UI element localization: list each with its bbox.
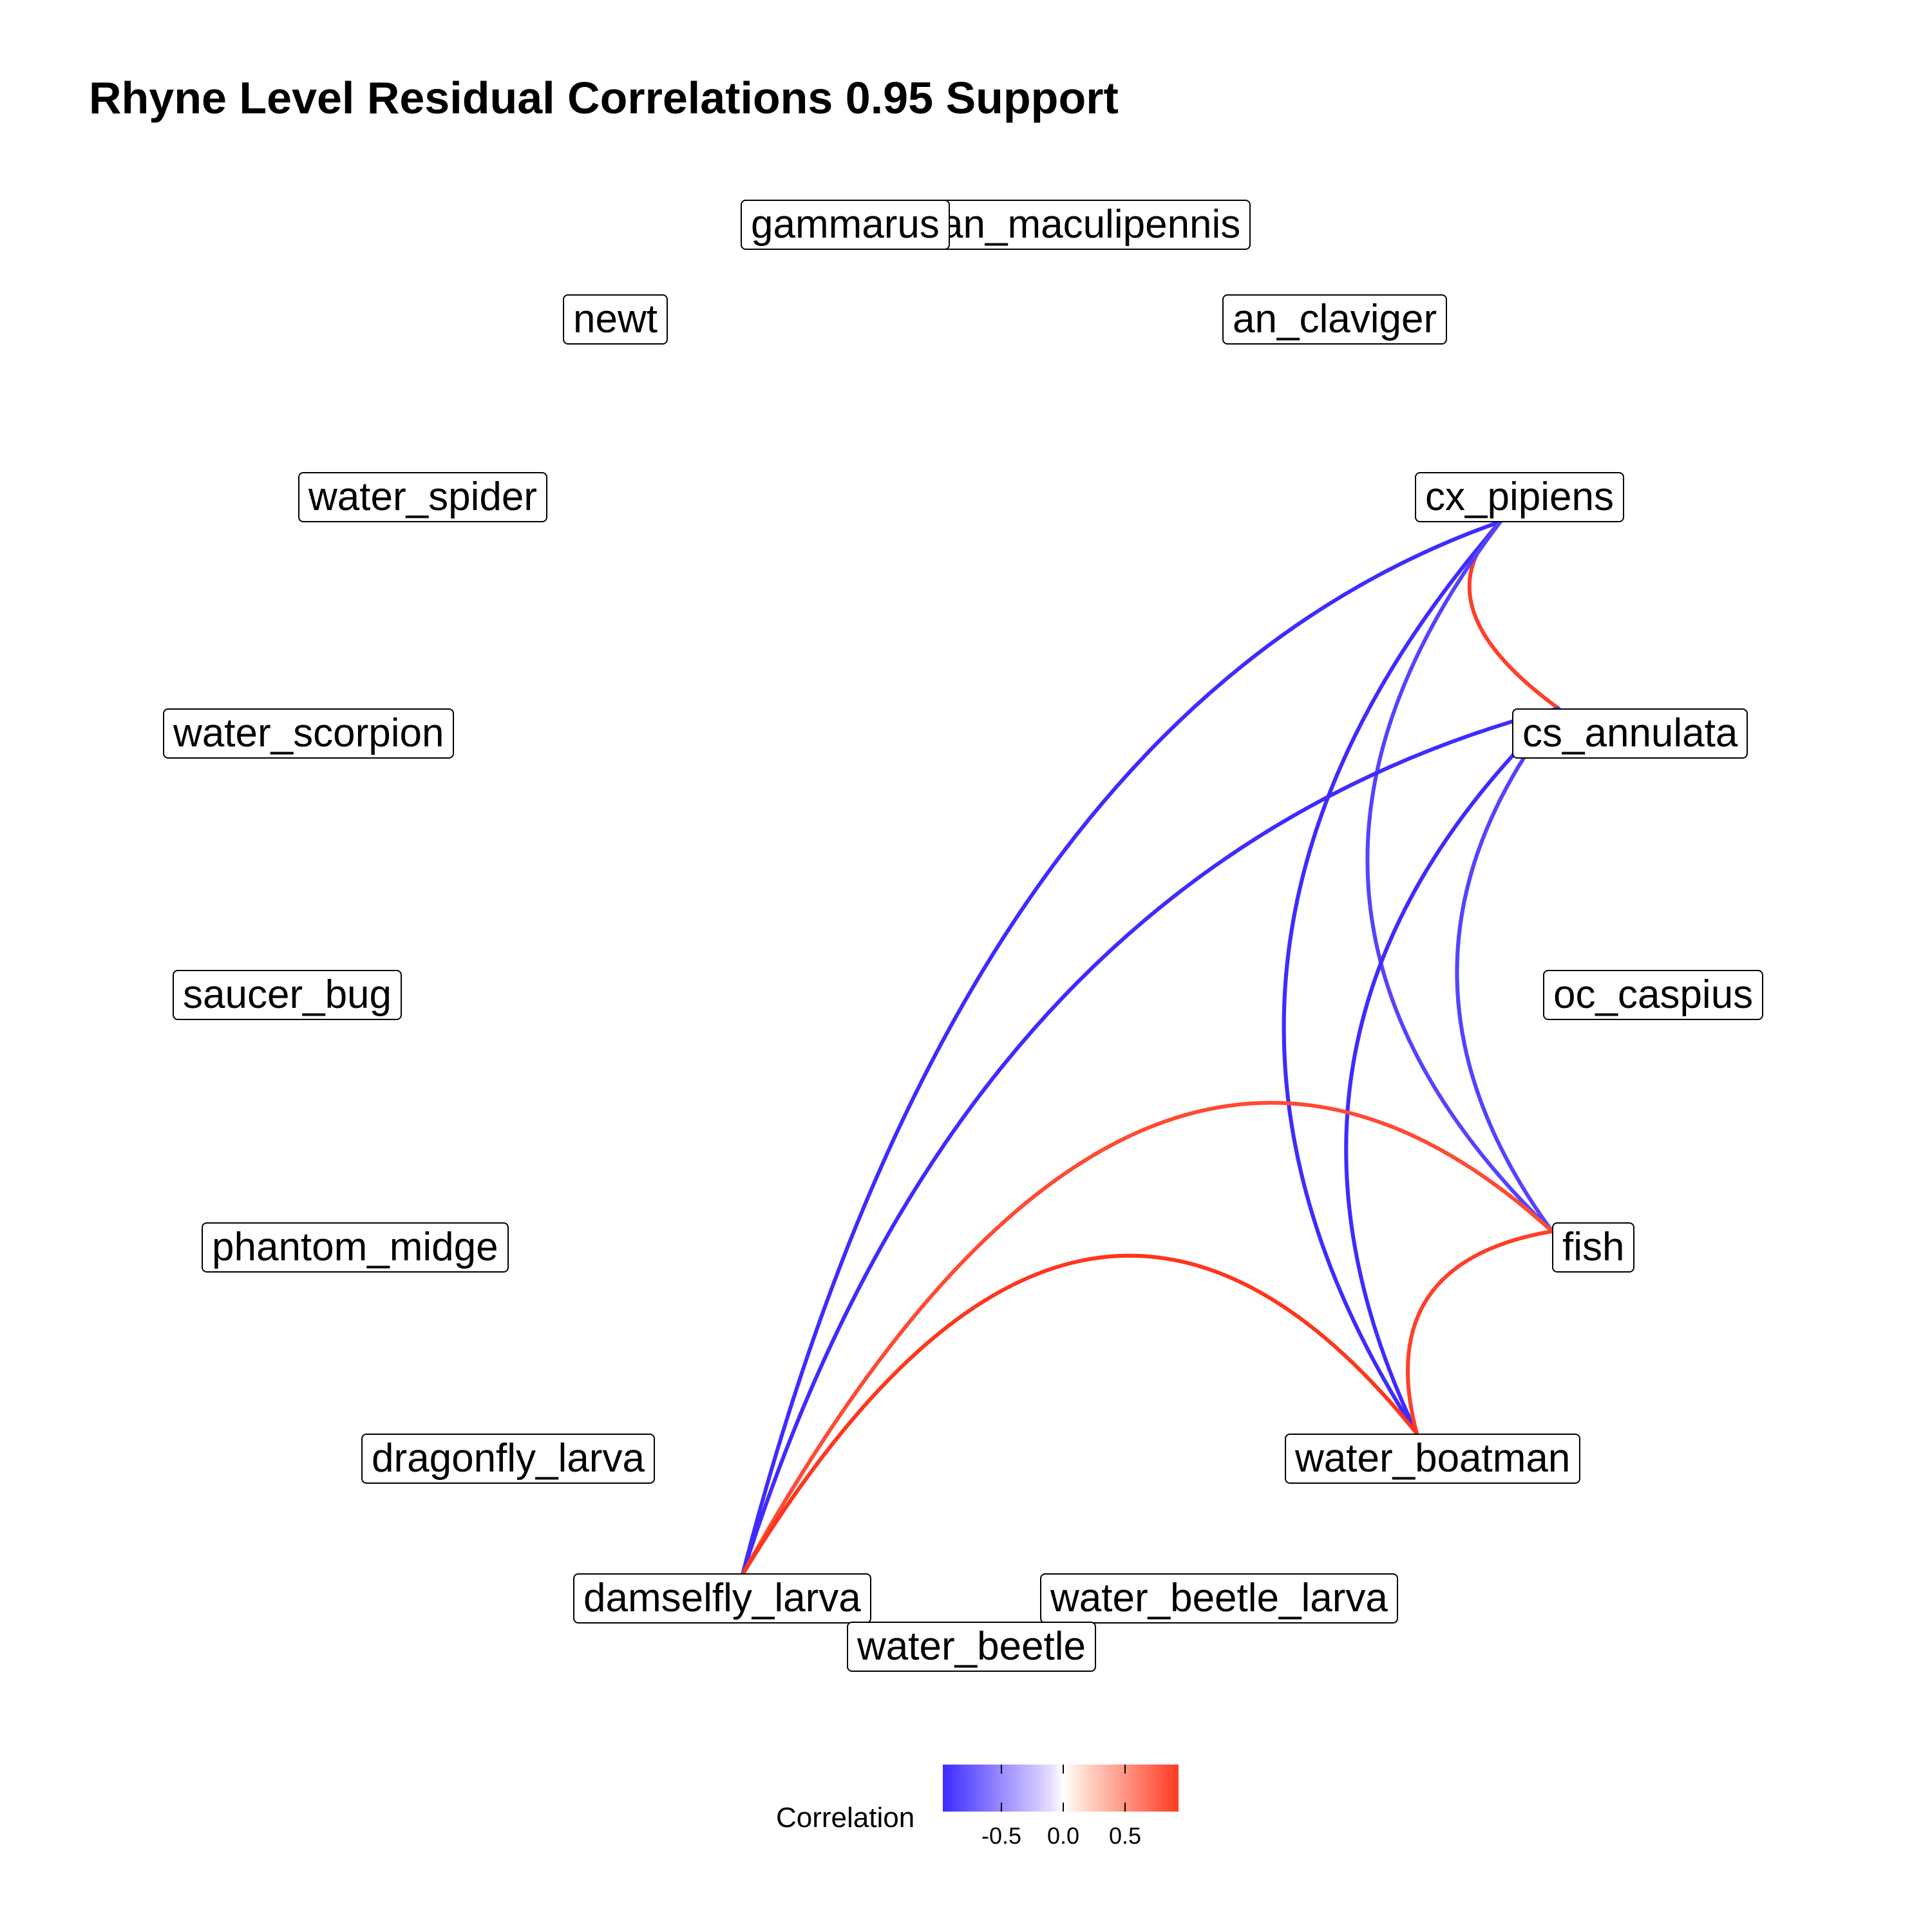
node-cx-pipiens: cx_pipiens [1415, 472, 1624, 522]
edge-cs_annulata-damselfly_larva [741, 706, 1560, 1577]
edge-cx_pipiens-water_boatman [1282, 520, 1502, 1435]
legend-tick-mark [1001, 1803, 1002, 1812]
node-phantom-midge: phantom_midge [202, 1222, 509, 1273]
legend-tick-label: 0.5 [1108, 1823, 1142, 1849]
node-gammarus: gammarus [741, 200, 950, 250]
node-oc-caspius: oc_caspius [1543, 970, 1764, 1020]
edge-fish-water_boatman [1406, 1229, 1554, 1435]
node-water-beetle-larva: water_beetle_larva [1040, 1573, 1398, 1624]
legend-colorbar: -0.5 0.0 0.5 [943, 1765, 1179, 1849]
node-water-boatman: water_boatman [1285, 1434, 1581, 1484]
edge-cx_pipiens-damselfly_larva [741, 520, 1502, 1577]
node-damselfly-larva: damselfly_larva [573, 1573, 871, 1624]
legend-tick-mark [1124, 1765, 1126, 1774]
node-dragonfly-larva: dragonfly_larva [361, 1434, 655, 1484]
legend-tick-mark [1001, 1765, 1002, 1774]
legend-tick-mark [1063, 1803, 1064, 1812]
legend-title: Correlation [776, 1802, 915, 1833]
plot-title: Rhyne Level Residual Correlations 0.95 S… [89, 73, 1119, 123]
node-saucer-bug: saucer_bug [173, 970, 402, 1020]
node-an-claviger: an_claviger [1222, 294, 1448, 345]
color-legend: Correlation -0.5 0.0 0.5 [776, 1765, 1188, 1861]
node-cs-annulata: cs_annulata [1512, 708, 1748, 759]
node-newt: newt [563, 294, 668, 345]
edge-fish-damselfly_larva [741, 1101, 1554, 1577]
edge-cs_annulata-fish [1455, 706, 1560, 1233]
legend-tick-mark [1124, 1803, 1126, 1812]
node-an-maculipennis: an_maculipennis [931, 200, 1251, 250]
legend-tick-label: 0.0 [1046, 1823, 1080, 1849]
node-fish: fish [1552, 1222, 1635, 1273]
edge-cs_annulata-water_boatman [1344, 706, 1560, 1435]
legend-tick-mark [1063, 1765, 1064, 1774]
legend-tick-label: -0.5 [981, 1823, 1022, 1849]
node-water-spider: water_spider [298, 472, 547, 522]
node-water-scorpion: water_scorpion [163, 708, 455, 759]
edge-cx_pipiens-cs_annulata [1467, 520, 1560, 710]
edge-cx_pipiens-fish [1365, 520, 1554, 1233]
edge-water_boatman-damselfly_larva [741, 1253, 1419, 1577]
node-water-beetle: water_beetle [847, 1622, 1097, 1672]
